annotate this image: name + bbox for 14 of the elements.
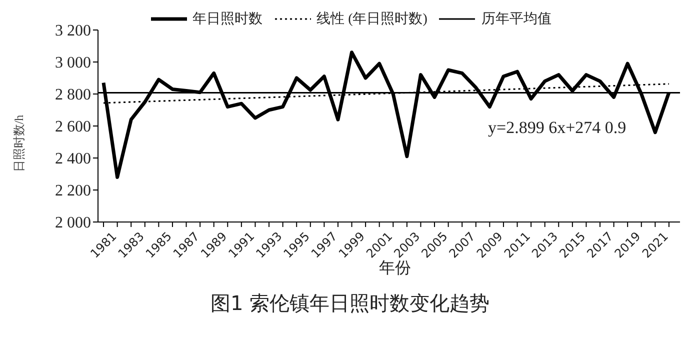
y-tick-label: 2 800 xyxy=(55,86,91,104)
y-tick-label: 2 000 xyxy=(55,214,91,232)
y-tick-label: 3 000 xyxy=(55,54,91,72)
y-tick-label: 2 400 xyxy=(55,150,91,168)
annotation: y=2.899 6x+274 0.9 xyxy=(488,118,626,138)
x-axis-title: 年份 xyxy=(379,260,411,277)
legend-label: 年日照时数 xyxy=(192,10,263,28)
y-tick-label: 2 600 xyxy=(55,118,91,136)
y-tick-label: 2 200 xyxy=(55,182,91,200)
text: 图1 索伦镇年日照时数变化趋势 xyxy=(209,290,491,317)
y-axis-title: 日照时数/h xyxy=(12,114,28,172)
y-tick-label: 3 200 xyxy=(55,22,91,40)
legend-label: 历年平均值 xyxy=(481,10,552,28)
legend-label: 线性 (年日照时数) xyxy=(316,10,428,28)
